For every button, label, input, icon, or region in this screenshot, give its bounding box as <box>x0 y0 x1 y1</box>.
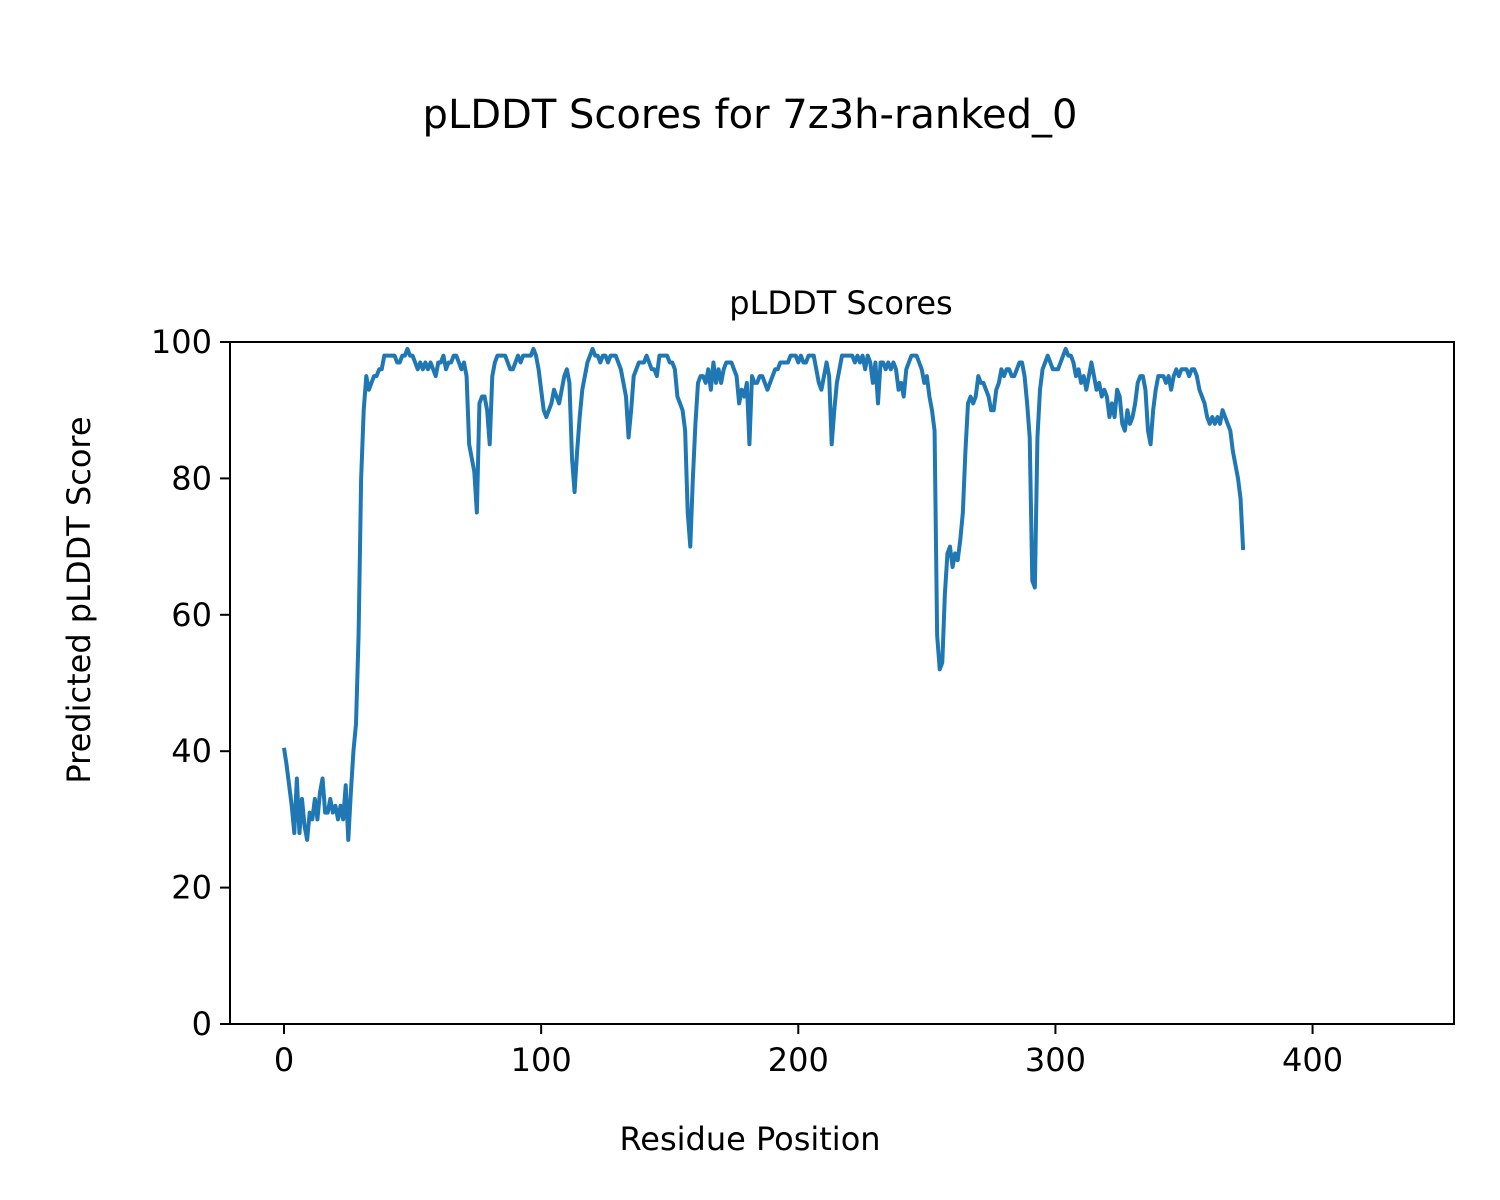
x-tick-label: 100 <box>511 1041 572 1079</box>
x-tick-label: 0 <box>274 1041 294 1079</box>
plot-frame <box>229 341 1455 1025</box>
x-tick-label: 400 <box>1282 1041 1343 1079</box>
y-axis-label: Predicted pLDDT Score <box>60 416 98 783</box>
y-tick-label: 100 <box>151 323 212 361</box>
figure-title: pLDDT Scores for 7z3h-ranked_0 <box>422 92 1078 138</box>
x-axis-label: Residue Position <box>619 1120 880 1158</box>
x-tick-label: 200 <box>768 1041 829 1079</box>
y-tick-label: 0 <box>192 1005 212 1043</box>
x-tick-label: 300 <box>1025 1041 1086 1079</box>
plot-title: pLDDT Scores <box>729 284 952 322</box>
y-tick-label: 20 <box>171 869 212 907</box>
y-tick-label: 60 <box>171 596 212 634</box>
y-axis-ticks: 0 20 40 60 80 100 <box>151 323 230 1043</box>
x-axis-ticks: 0 100 200 300 400 <box>274 1024 1343 1079</box>
y-tick-label: 40 <box>171 732 212 770</box>
series-line-layer <box>282 346 1246 842</box>
series-line-0 <box>282 346 1246 842</box>
y-tick-label: 80 <box>171 459 212 497</box>
